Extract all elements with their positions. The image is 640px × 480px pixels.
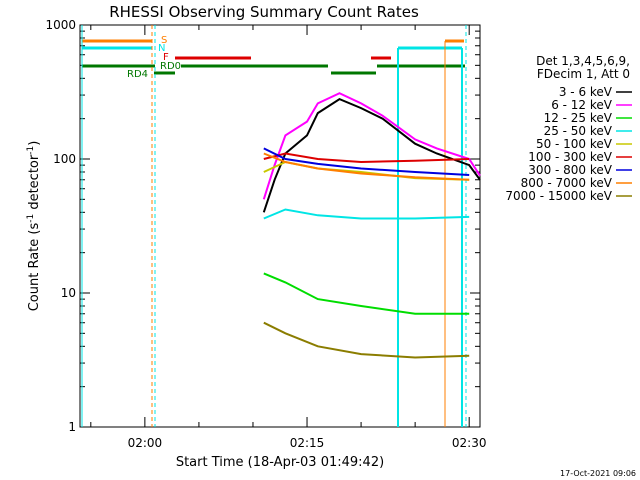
- interval-markers: [81, 25, 467, 427]
- plot-frame: [79, 24, 481, 428]
- legend-label-2: 12 - 25 keV: [544, 111, 613, 125]
- y-tick-label: 10: [61, 286, 76, 300]
- y-label-superscript-3: -1: [26, 146, 36, 155]
- y-axis-ticks: 1 10 100 1000: [45, 18, 480, 434]
- series-layer: [262, 92, 481, 359]
- flag-label-n: N: [158, 43, 165, 54]
- x-tick-label: 02:15: [290, 436, 325, 450]
- flag-label-s: S: [161, 35, 167, 46]
- series-line-3: [263, 208, 470, 220]
- y-label-part-2: detector: [27, 154, 42, 214]
- y-tick-label: 1000: [45, 18, 76, 32]
- legend-header-1: Det 1,3,4,5,6,9,: [536, 54, 630, 68]
- chart-title: RHESSI Observing Summary Count Rates: [109, 3, 419, 21]
- x-axis-label: Start Time (18-Apr-03 01:49:42): [176, 455, 384, 470]
- footer-timestamp: 17-Oct-2021 09:06: [560, 469, 636, 478]
- series-line-5: [263, 152, 470, 164]
- flag-label-f: F: [163, 52, 169, 63]
- series-line-2: [263, 272, 470, 315]
- legend-label-1: 6 - 12 keV: [551, 98, 613, 112]
- legend-label-7: 800 - 7000 keV: [521, 176, 613, 190]
- y-label-part-4: ): [27, 141, 42, 146]
- series-line-6: [263, 147, 470, 176]
- x-tick-label: 02:30: [452, 436, 487, 450]
- series-line-1: [262, 92, 481, 200]
- x-tick-label: 02:00: [128, 436, 163, 450]
- legend-header-2: FDecim 1, Att 0: [537, 67, 630, 81]
- x-axis-ticks: 02:00 02:15 02:30: [90, 25, 487, 450]
- y-axis-label: Count Rate (s-1 detector-1): [26, 141, 42, 312]
- legend-label-3: 25 - 50 keV: [544, 124, 613, 138]
- legend: Det 1,3,4,5,6,9, FDecim 1, Att 0 3 - 6 k…: [505, 54, 632, 203]
- legend-label-6: 300 - 800 keV: [528, 163, 612, 177]
- y-tick-label: 100: [53, 152, 76, 166]
- y-tick-label: 1: [68, 420, 76, 434]
- legend-label-0: 3 - 6 keV: [559, 85, 613, 99]
- series-line-7: [263, 152, 470, 181]
- y-label-superscript-1: -1: [26, 214, 36, 223]
- y-label-part-0: Count Rate (s: [27, 223, 42, 312]
- legend-label-8: 7000 - 15000 keV: [505, 189, 612, 203]
- observing-flags: S N F RD0 RD4: [82, 35, 465, 80]
- flag-label-rd4: RD4: [127, 69, 148, 80]
- flag-label-rd0: RD0: [160, 61, 181, 72]
- legend-label-4: 50 - 100 keV: [536, 137, 613, 151]
- legend-label-5: 100 - 300 keV: [528, 150, 612, 164]
- series-line-8: [263, 321, 470, 359]
